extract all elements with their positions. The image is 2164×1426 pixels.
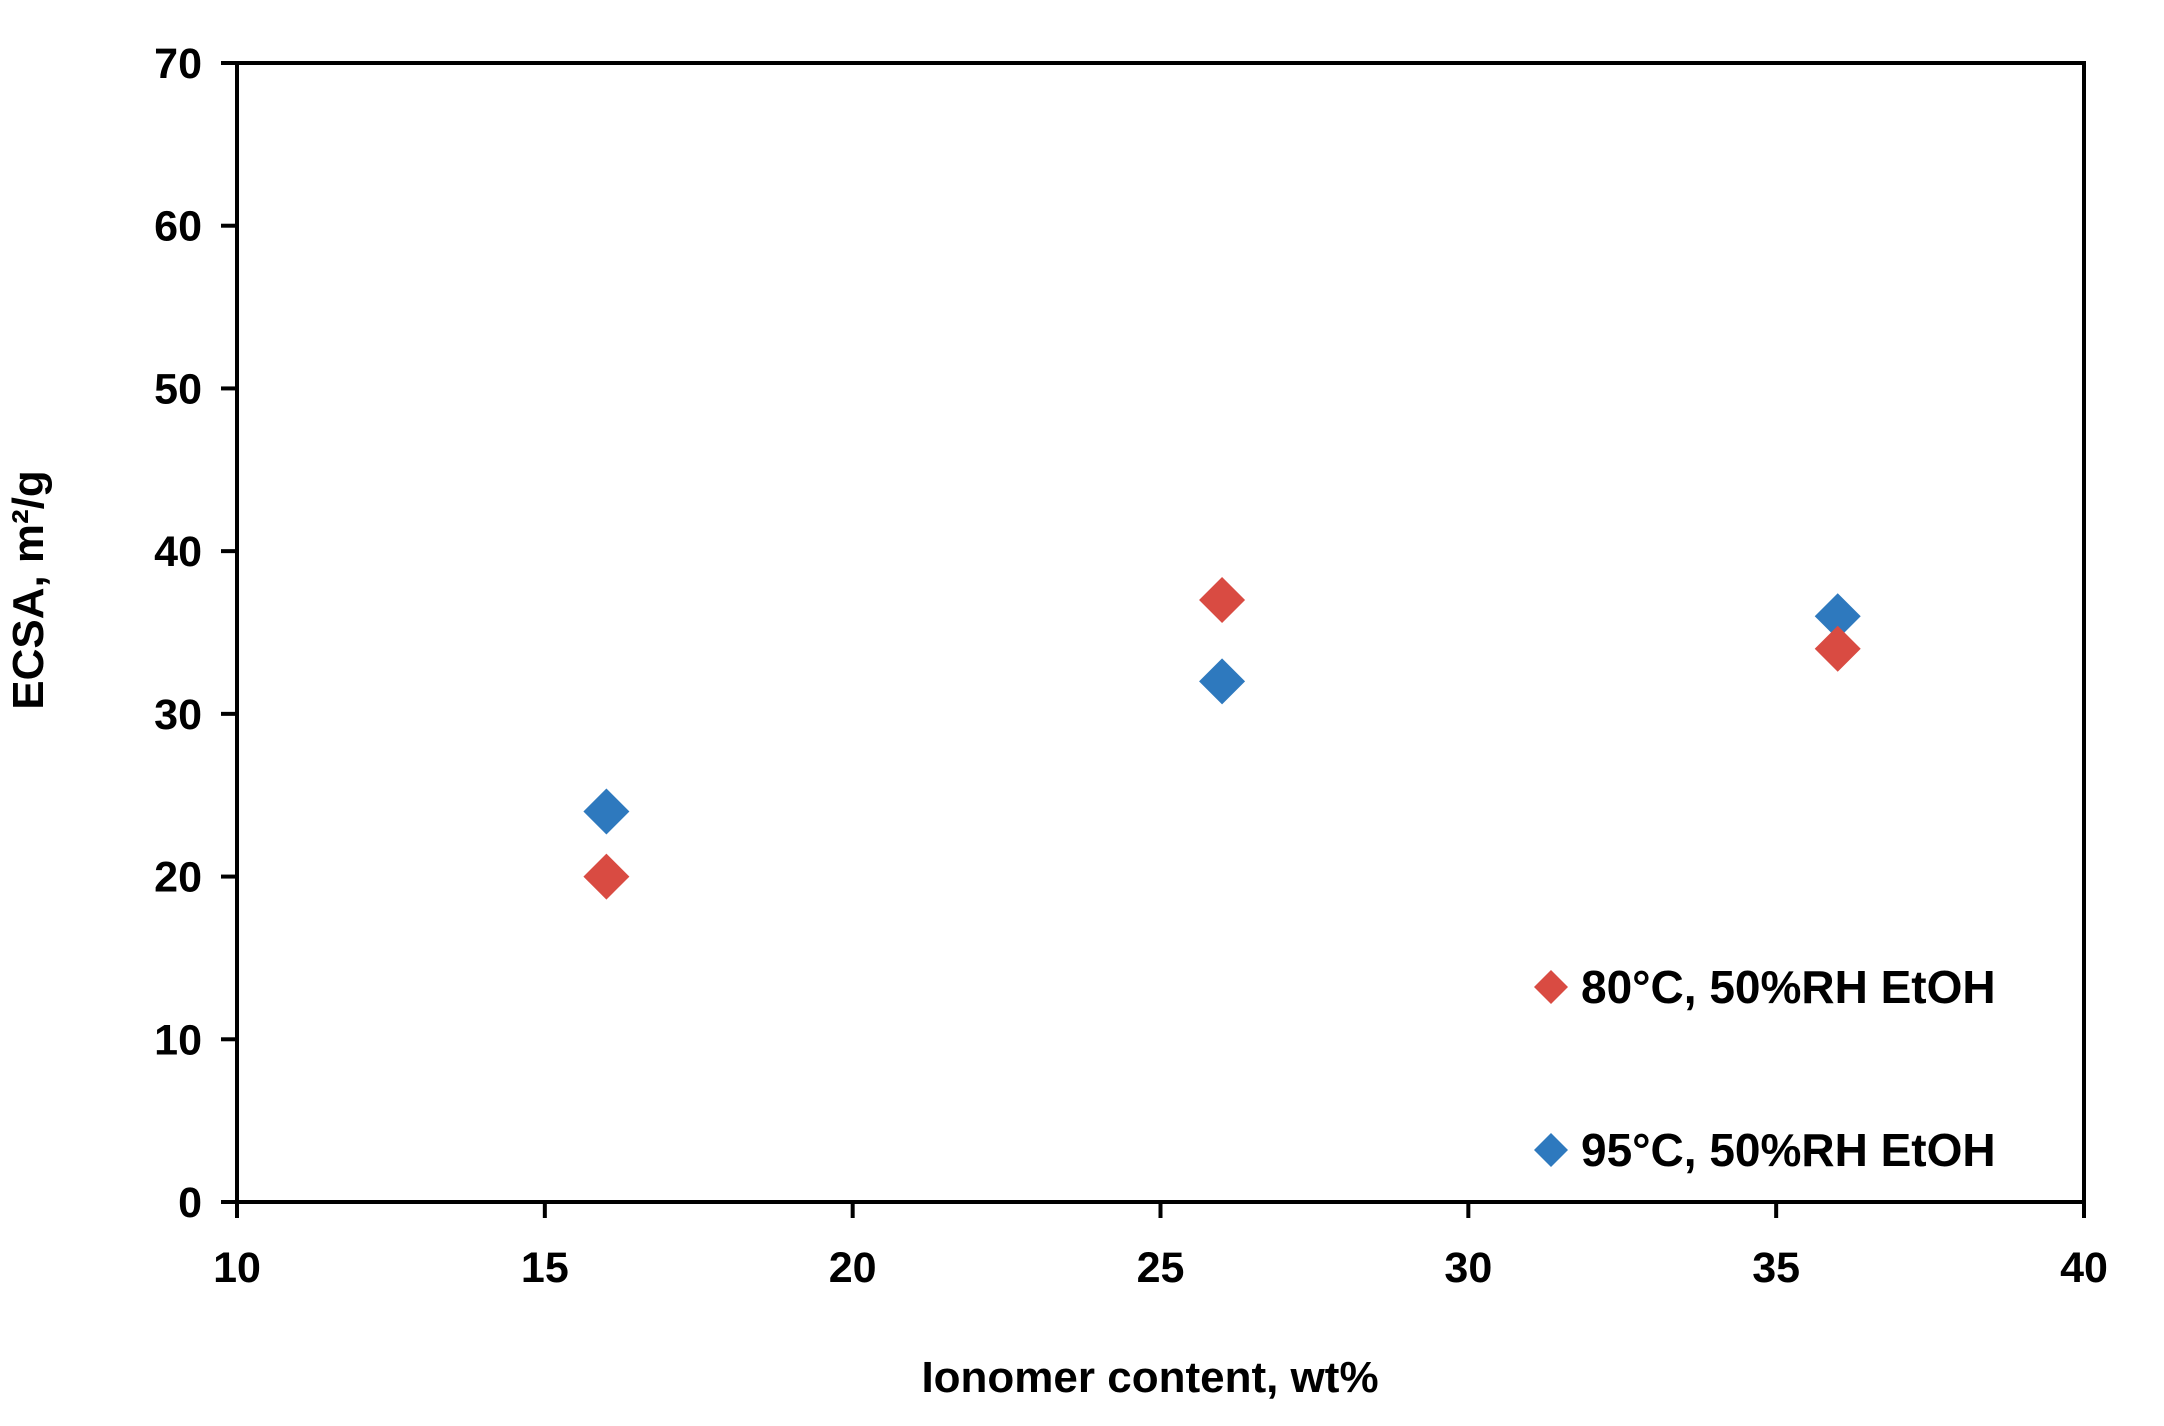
y-tick-label-70: 70 [154,40,202,88]
data-point-80C-x36 [1814,625,1861,672]
y-tick-label-30: 30 [154,691,202,739]
legend-label-80c: 80°C, 50%RH EtOH [1581,961,1996,1013]
y-tick-label-40: 40 [154,528,202,576]
plot-border [235,61,2086,1204]
y-tick-label-20: 20 [154,854,202,902]
data-point-80C-x16 [583,853,630,900]
x-tick-label-30: 30 [1444,1244,1492,1292]
x-tick-label-25: 25 [1137,1244,1185,1292]
y-tick-label-10: 10 [154,1016,202,1064]
x-tick-label-35: 35 [1752,1244,1800,1292]
y-tick-label-0: 0 [178,1179,202,1227]
y-tick-label-50: 50 [154,365,202,413]
legend-swatch-95c [1534,1133,1568,1167]
y-axis-title: ECSA, m²/g [4,470,53,710]
x-tick-label-20: 20 [829,1244,877,1292]
data-point-95C-x26 [1199,658,1246,705]
legend-label-95c: 95°C, 50%RH EtOH [1581,1124,1996,1176]
data-point-80C-x26 [1199,576,1246,623]
x-tick-label-10: 10 [213,1244,261,1292]
data-point-95C-x36 [1814,593,1861,640]
data-point-95C-x16 [583,788,630,835]
x-tick-label-40: 40 [2060,1244,2108,1292]
y-tick-label-60: 60 [154,203,202,251]
x-tick-label-15: 15 [521,1244,569,1292]
x-axis-title: Ionomer content, wt% [921,1353,1378,1402]
legend-swatch-80c [1534,970,1568,1004]
